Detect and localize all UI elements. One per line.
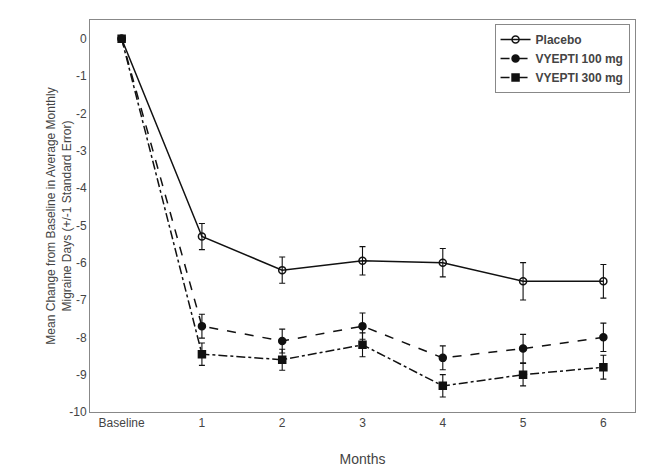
svg-text:-4: -4 bbox=[76, 181, 87, 195]
svg-text:-10: -10 bbox=[69, 405, 87, 419]
svg-text:2: 2 bbox=[279, 416, 286, 430]
svg-text:-1: -1 bbox=[76, 69, 87, 83]
svg-text:3: 3 bbox=[359, 416, 366, 430]
svg-text:5: 5 bbox=[520, 416, 527, 430]
svg-text:-5: -5 bbox=[76, 219, 87, 233]
svg-text:Mean Change from Baseline in A: Mean Change from Baseline in Average Mon… bbox=[44, 87, 74, 344]
svg-text:VYEPTI 300 mg: VYEPTI 300 mg bbox=[536, 71, 623, 85]
svg-text:-8: -8 bbox=[76, 331, 87, 345]
svg-text:4: 4 bbox=[439, 416, 446, 430]
svg-text:6: 6 bbox=[600, 416, 607, 430]
svg-text:-7: -7 bbox=[76, 293, 87, 307]
svg-text:-9: -9 bbox=[76, 368, 87, 382]
svg-text:-3: -3 bbox=[76, 144, 87, 158]
svg-text:Placebo: Placebo bbox=[536, 33, 582, 47]
svg-text:VYEPTI 100 mg: VYEPTI 100 mg bbox=[536, 52, 623, 66]
svg-text:-6: -6 bbox=[76, 256, 87, 270]
svg-text:1: 1 bbox=[199, 416, 206, 430]
svg-text:Baseline: Baseline bbox=[99, 416, 145, 430]
svg-text:Months: Months bbox=[340, 451, 386, 467]
svg-text:-2: -2 bbox=[76, 107, 87, 121]
svg-text:0: 0 bbox=[80, 32, 87, 46]
